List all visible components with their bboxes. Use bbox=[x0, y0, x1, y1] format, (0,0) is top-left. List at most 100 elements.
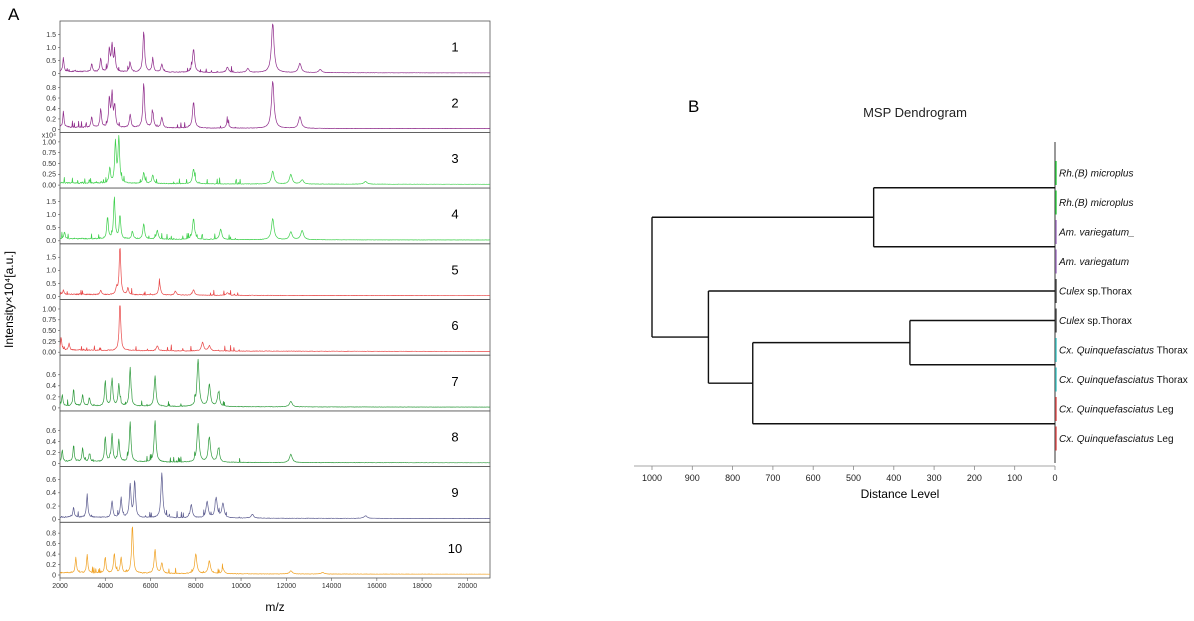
spectrum-label: 8 bbox=[451, 430, 458, 445]
leaf-label: Rh.(B) microplus bbox=[1059, 198, 1133, 209]
y-tick-label: 0.6 bbox=[46, 428, 56, 435]
leaf-label-italic: Am. variegatum_ bbox=[1058, 228, 1135, 239]
spectrum-label: 7 bbox=[451, 374, 458, 389]
y-tick-label: 0.6 bbox=[46, 95, 56, 102]
distance-tick-label: 0 bbox=[1052, 473, 1057, 483]
spectrum-label: 6 bbox=[451, 318, 458, 333]
panel-letter-a: A bbox=[8, 5, 20, 24]
y-tick-label: 0.8 bbox=[46, 85, 56, 92]
y-tick-label: 1.5 bbox=[46, 255, 56, 262]
spectrum-frame-1 bbox=[59, 20, 491, 78]
spectrum-label: 3 bbox=[451, 151, 458, 166]
y-tick-label: 1.0 bbox=[46, 268, 56, 275]
dendrogram-link bbox=[752, 341, 1055, 425]
leaf-label-italic: Am. variegatum bbox=[1058, 257, 1129, 268]
x-tick-label: 4000 bbox=[97, 583, 113, 590]
y-tick-label: 0.4 bbox=[46, 551, 56, 558]
x-tick-label: 12000 bbox=[277, 583, 297, 590]
y-tick-label: 1.0 bbox=[46, 212, 56, 219]
y-tick-label: 0.2 bbox=[46, 450, 56, 457]
spectrum-line-2 bbox=[59, 81, 491, 129]
y-tick-label: 0.75 bbox=[42, 317, 56, 324]
y-tick-label: 0.4 bbox=[46, 439, 56, 446]
dendrogram-link bbox=[651, 216, 874, 338]
y-tick-label: 0.8 bbox=[46, 531, 56, 538]
y-tick-label: 0.2 bbox=[46, 562, 56, 569]
distance-tick-label: 700 bbox=[765, 473, 780, 483]
x-tick-label: 16000 bbox=[367, 583, 387, 590]
panel-letter-b: B bbox=[688, 97, 699, 116]
distance-tick-label: 800 bbox=[725, 473, 740, 483]
x-tick-label: 2000 bbox=[52, 583, 68, 590]
panel-a-spectra: 00.51.01.5100.20.40.60.820.000.250.500.7… bbox=[2, 20, 491, 614]
y-tick-label: 0.2 bbox=[46, 116, 56, 123]
y-tick-label: 0.5 bbox=[46, 281, 56, 288]
y-tick-label: 0.25 bbox=[42, 172, 56, 179]
leaf-label: Rh.(B) microplus bbox=[1059, 169, 1133, 180]
spectrum-label: 1 bbox=[451, 40, 458, 55]
y-tick-label: 1.0 bbox=[46, 45, 56, 52]
y-tick-label: 1.5 bbox=[46, 32, 56, 39]
spectrum-frame-7 bbox=[59, 354, 491, 412]
spectrum-frame-2 bbox=[59, 76, 491, 133]
y-tick-label: 0 bbox=[52, 127, 56, 134]
y-tick-label: 0.00 bbox=[42, 183, 56, 190]
x-tick-label: 10000 bbox=[231, 583, 251, 590]
leaf-label-italic: Cx. Quinquefasciatus bbox=[1059, 375, 1154, 386]
leaf-label-suffix: Leg bbox=[1154, 434, 1173, 445]
y-tick-label: 0 bbox=[52, 71, 56, 78]
y-tick-label: 0.5 bbox=[46, 58, 56, 65]
spectrum-line-5 bbox=[59, 248, 490, 297]
leaf-label: Cx. Quinquefasciatus Leg bbox=[1059, 434, 1174, 445]
y-tick-label: 0.2 bbox=[46, 394, 56, 401]
leaf-label-italic: Cx. Quinquefasciatus bbox=[1059, 405, 1154, 416]
y-tick-label: 1.5 bbox=[46, 199, 56, 206]
spectrum-label: 5 bbox=[451, 262, 458, 277]
dendrogram-link bbox=[872, 187, 1055, 248]
spectrum-frame-6 bbox=[59, 299, 491, 356]
spectrum-line-8 bbox=[59, 420, 491, 464]
spectrum-frame-9 bbox=[59, 466, 491, 523]
spectrum-frame-4 bbox=[59, 187, 491, 245]
x-tick-label: 20000 bbox=[458, 583, 478, 590]
spectrum-line-9 bbox=[59, 472, 491, 519]
leaf-label-italic: Cx. Quinquefasciatus bbox=[1059, 434, 1154, 445]
y-tick-label: 0.0 bbox=[46, 294, 56, 301]
leaf-label-suffix: sp.Thorax bbox=[1085, 316, 1132, 327]
dendrogram-link bbox=[909, 319, 1055, 366]
y-tick-label: 0.4 bbox=[46, 490, 56, 497]
leaf-label: Cx. Quinquefasciatus Thorax bbox=[1059, 375, 1188, 386]
leaf-label-italic: Culex bbox=[1059, 316, 1086, 327]
y-tick-label: 0 bbox=[52, 461, 56, 468]
leaf-label: Am. variegatum bbox=[1058, 257, 1129, 268]
spectrum-line-10 bbox=[59, 526, 491, 575]
y-tick-label: 0 bbox=[52, 405, 56, 412]
y-tick-label: 1.00 bbox=[42, 139, 56, 146]
leaf-label-suffix: Thorax bbox=[1154, 375, 1188, 386]
y-tick-label: 0.5 bbox=[46, 225, 56, 232]
x-tick-label: 18000 bbox=[412, 583, 432, 590]
y-tick-label: 1.00 bbox=[42, 306, 56, 313]
distance-tick-label: 1000 bbox=[642, 473, 662, 483]
spectrum-line-1 bbox=[59, 23, 490, 74]
leaf-label-italic: Cx. Quinquefasciatus bbox=[1059, 346, 1154, 357]
y-tick-label: 0.0 bbox=[46, 238, 56, 245]
y-tick-label: 0.25 bbox=[42, 339, 56, 346]
spectrum-frame-10 bbox=[59, 521, 491, 579]
distance-tick-label: 600 bbox=[806, 473, 821, 483]
spectrum-label: 9 bbox=[451, 485, 458, 500]
x-tick-label: 8000 bbox=[188, 583, 204, 590]
leaf-label: Cx. Quinquefasciatus Leg bbox=[1059, 405, 1174, 416]
spectrum-line-4 bbox=[59, 196, 491, 241]
leaf-label-suffix: Leg bbox=[1154, 405, 1173, 416]
distance-tick-label: 200 bbox=[967, 473, 982, 483]
distance-tick-label: 300 bbox=[927, 473, 942, 483]
leaf-label-suffix: Thorax bbox=[1154, 346, 1188, 357]
spectrum-label: 10 bbox=[448, 541, 462, 556]
spectrum-label: 4 bbox=[451, 207, 458, 222]
y-axis-title: Intensity×10⁴[a.u.] bbox=[2, 251, 16, 348]
spectrum-frame-8 bbox=[59, 410, 491, 467]
distance-tick-label: 900 bbox=[685, 473, 700, 483]
leaf-label-italic: Rh.(B) microplus bbox=[1059, 198, 1133, 209]
dendrogram-title: MSP Dendrogram bbox=[863, 105, 967, 120]
